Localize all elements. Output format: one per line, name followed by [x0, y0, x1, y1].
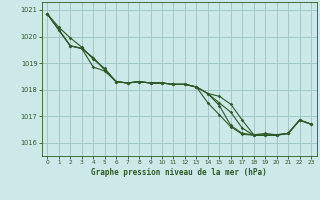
X-axis label: Graphe pression niveau de la mer (hPa): Graphe pression niveau de la mer (hPa) [91, 168, 267, 177]
